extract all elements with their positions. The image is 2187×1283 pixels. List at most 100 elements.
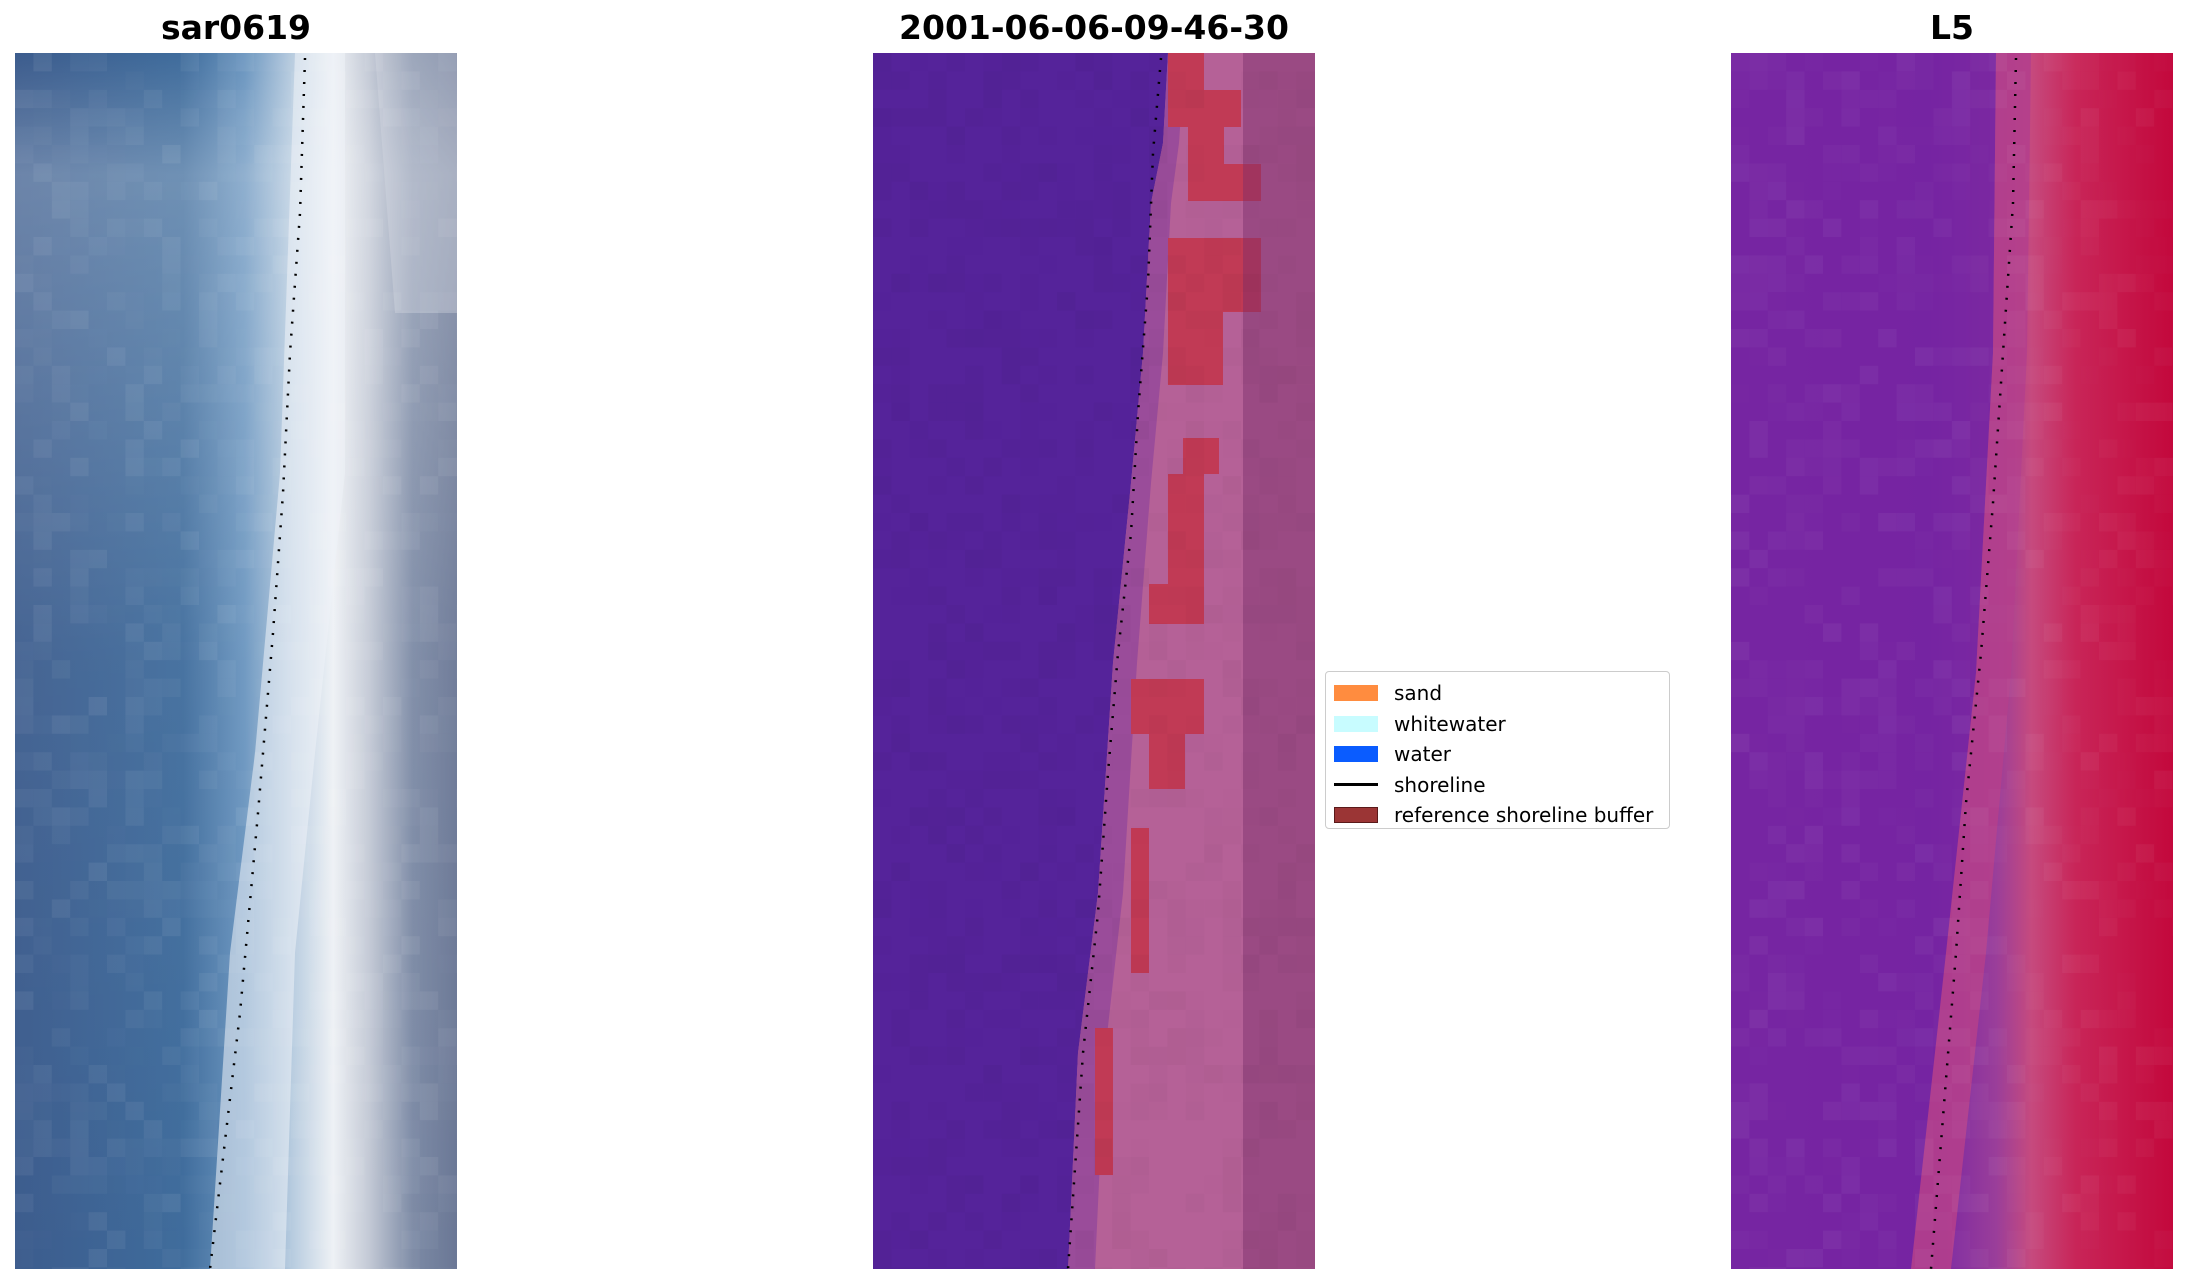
raster-pixel bbox=[1859, 200, 1879, 219]
raster-pixel bbox=[1223, 568, 1241, 586]
raster-pixel bbox=[1259, 936, 1277, 954]
raster-pixel bbox=[401, 237, 420, 256]
raster-pixel bbox=[947, 329, 965, 347]
raster-pixel bbox=[1952, 347, 1970, 365]
raster-pixel bbox=[2136, 734, 2154, 752]
raster-pixel bbox=[1768, 1194, 1786, 1212]
raster-pixel bbox=[1860, 274, 1878, 292]
raster-pixel bbox=[1786, 807, 1804, 825]
raster-pixel bbox=[891, 1028, 909, 1046]
raster-pixel bbox=[199, 1175, 217, 1193]
raster-pixel bbox=[1131, 108, 1149, 126]
raster-pixel bbox=[1952, 127, 1970, 145]
raster-pixel bbox=[273, 421, 291, 439]
raster-pixel bbox=[181, 255, 199, 273]
raster-pixel bbox=[2062, 513, 2080, 531]
raster-pixel bbox=[1002, 200, 1020, 218]
raster-pixel bbox=[1278, 955, 1296, 973]
raster-pixel bbox=[51, 513, 71, 532]
raster-pixel bbox=[1167, 71, 1185, 89]
raster-pixel bbox=[1933, 863, 1951, 881]
raster-pixel bbox=[1149, 1249, 1167, 1267]
raster-pixel bbox=[70, 274, 88, 292]
raster-pixel bbox=[1878, 807, 1896, 825]
raster-pixel bbox=[1951, 71, 1971, 90]
raster-pixel bbox=[1970, 1083, 1988, 1101]
raster-pixel bbox=[1749, 421, 1767, 439]
raster-pixel bbox=[235, 862, 255, 881]
raster-pixel bbox=[1749, 1083, 1768, 1102]
raster-pixel bbox=[15, 513, 33, 531]
raster-pixel bbox=[983, 458, 1001, 476]
raster-pixel bbox=[1020, 421, 1038, 439]
raster-pixel bbox=[107, 1047, 125, 1065]
raster-pixel bbox=[2044, 237, 2062, 255]
raster-pixel bbox=[1296, 311, 1314, 329]
raster-pixel bbox=[2007, 1101, 2026, 1121]
raster-pixel bbox=[1768, 789, 1786, 807]
raster-pixel bbox=[1278, 899, 1296, 917]
raster-pixel bbox=[162, 237, 181, 256]
raster-pixel bbox=[1020, 1267, 1038, 1269]
raster-pixel bbox=[1989, 1010, 2007, 1028]
raster-pixel bbox=[162, 1157, 180, 1175]
raster-pixel bbox=[1841, 1231, 1859, 1249]
raster-pixel bbox=[1057, 623, 1075, 641]
raster-pixel bbox=[125, 586, 144, 605]
raster-pixel bbox=[2025, 1028, 2043, 1046]
raster-pixel bbox=[2099, 697, 2117, 715]
raster-pixel bbox=[346, 605, 364, 623]
raster-pixel bbox=[309, 1138, 328, 1157]
raster-pixel bbox=[15, 1249, 33, 1267]
raster-pixel bbox=[2025, 733, 2044, 753]
raster-pixel bbox=[1933, 605, 1952, 624]
raster-pixel bbox=[983, 311, 1001, 329]
raster-pixel bbox=[217, 384, 235, 402]
raster-pixel bbox=[1989, 1028, 2007, 1046]
raster-pixel bbox=[254, 495, 272, 513]
raster-pixel bbox=[1167, 476, 1185, 494]
raster-pixel bbox=[1878, 274, 1896, 292]
raster-pixel bbox=[1860, 771, 1878, 789]
raster-pixel bbox=[983, 863, 1001, 881]
raster-pixel bbox=[1878, 715, 1897, 734]
raster-pixel bbox=[2136, 366, 2154, 384]
raster-pixel bbox=[199, 844, 218, 863]
raster-pixel bbox=[1988, 1120, 2007, 1139]
raster-pixel bbox=[33, 550, 51, 568]
raster-pixel bbox=[1149, 715, 1167, 733]
raster-pixel bbox=[327, 71, 347, 90]
raster-pixel bbox=[291, 1120, 310, 1139]
raster-pixel bbox=[309, 605, 328, 624]
raster-pixel bbox=[2117, 752, 2135, 770]
raster-pixel bbox=[1952, 255, 1970, 273]
raster-pixel bbox=[928, 439, 946, 457]
raster-pixel bbox=[180, 384, 199, 403]
raster-pixel bbox=[2117, 715, 2135, 733]
raster-pixel bbox=[1768, 1175, 1786, 1193]
raster-pixel bbox=[254, 1028, 272, 1046]
raster-pixel bbox=[125, 366, 143, 384]
raster-pixel bbox=[1204, 826, 1222, 844]
raster-pixel bbox=[236, 991, 254, 1009]
raster-pixel bbox=[89, 145, 107, 163]
raster-pixel bbox=[1149, 219, 1167, 237]
raster-pixel bbox=[2135, 1101, 2155, 1121]
raster-pixel bbox=[1786, 1138, 1805, 1157]
raster-pixel bbox=[1897, 715, 1915, 733]
raster-pixel bbox=[1094, 311, 1112, 329]
raster-pixel bbox=[383, 403, 401, 421]
raster-pixel bbox=[89, 752, 107, 770]
raster-pixel bbox=[1259, 71, 1277, 89]
raster-pixel bbox=[1296, 936, 1314, 954]
raster-pixel bbox=[1768, 679, 1786, 697]
raster-pixel bbox=[947, 1120, 965, 1138]
raster-pixel bbox=[1859, 365, 1879, 385]
raster-pixel bbox=[125, 71, 143, 89]
raster-pixel bbox=[873, 899, 891, 917]
raster-pixel bbox=[1167, 347, 1185, 365]
raster-pixel bbox=[1186, 403, 1204, 421]
raster-pixel bbox=[1749, 182, 1767, 200]
raster-pixel bbox=[1241, 71, 1259, 89]
raster-pixel bbox=[1915, 255, 1933, 273]
